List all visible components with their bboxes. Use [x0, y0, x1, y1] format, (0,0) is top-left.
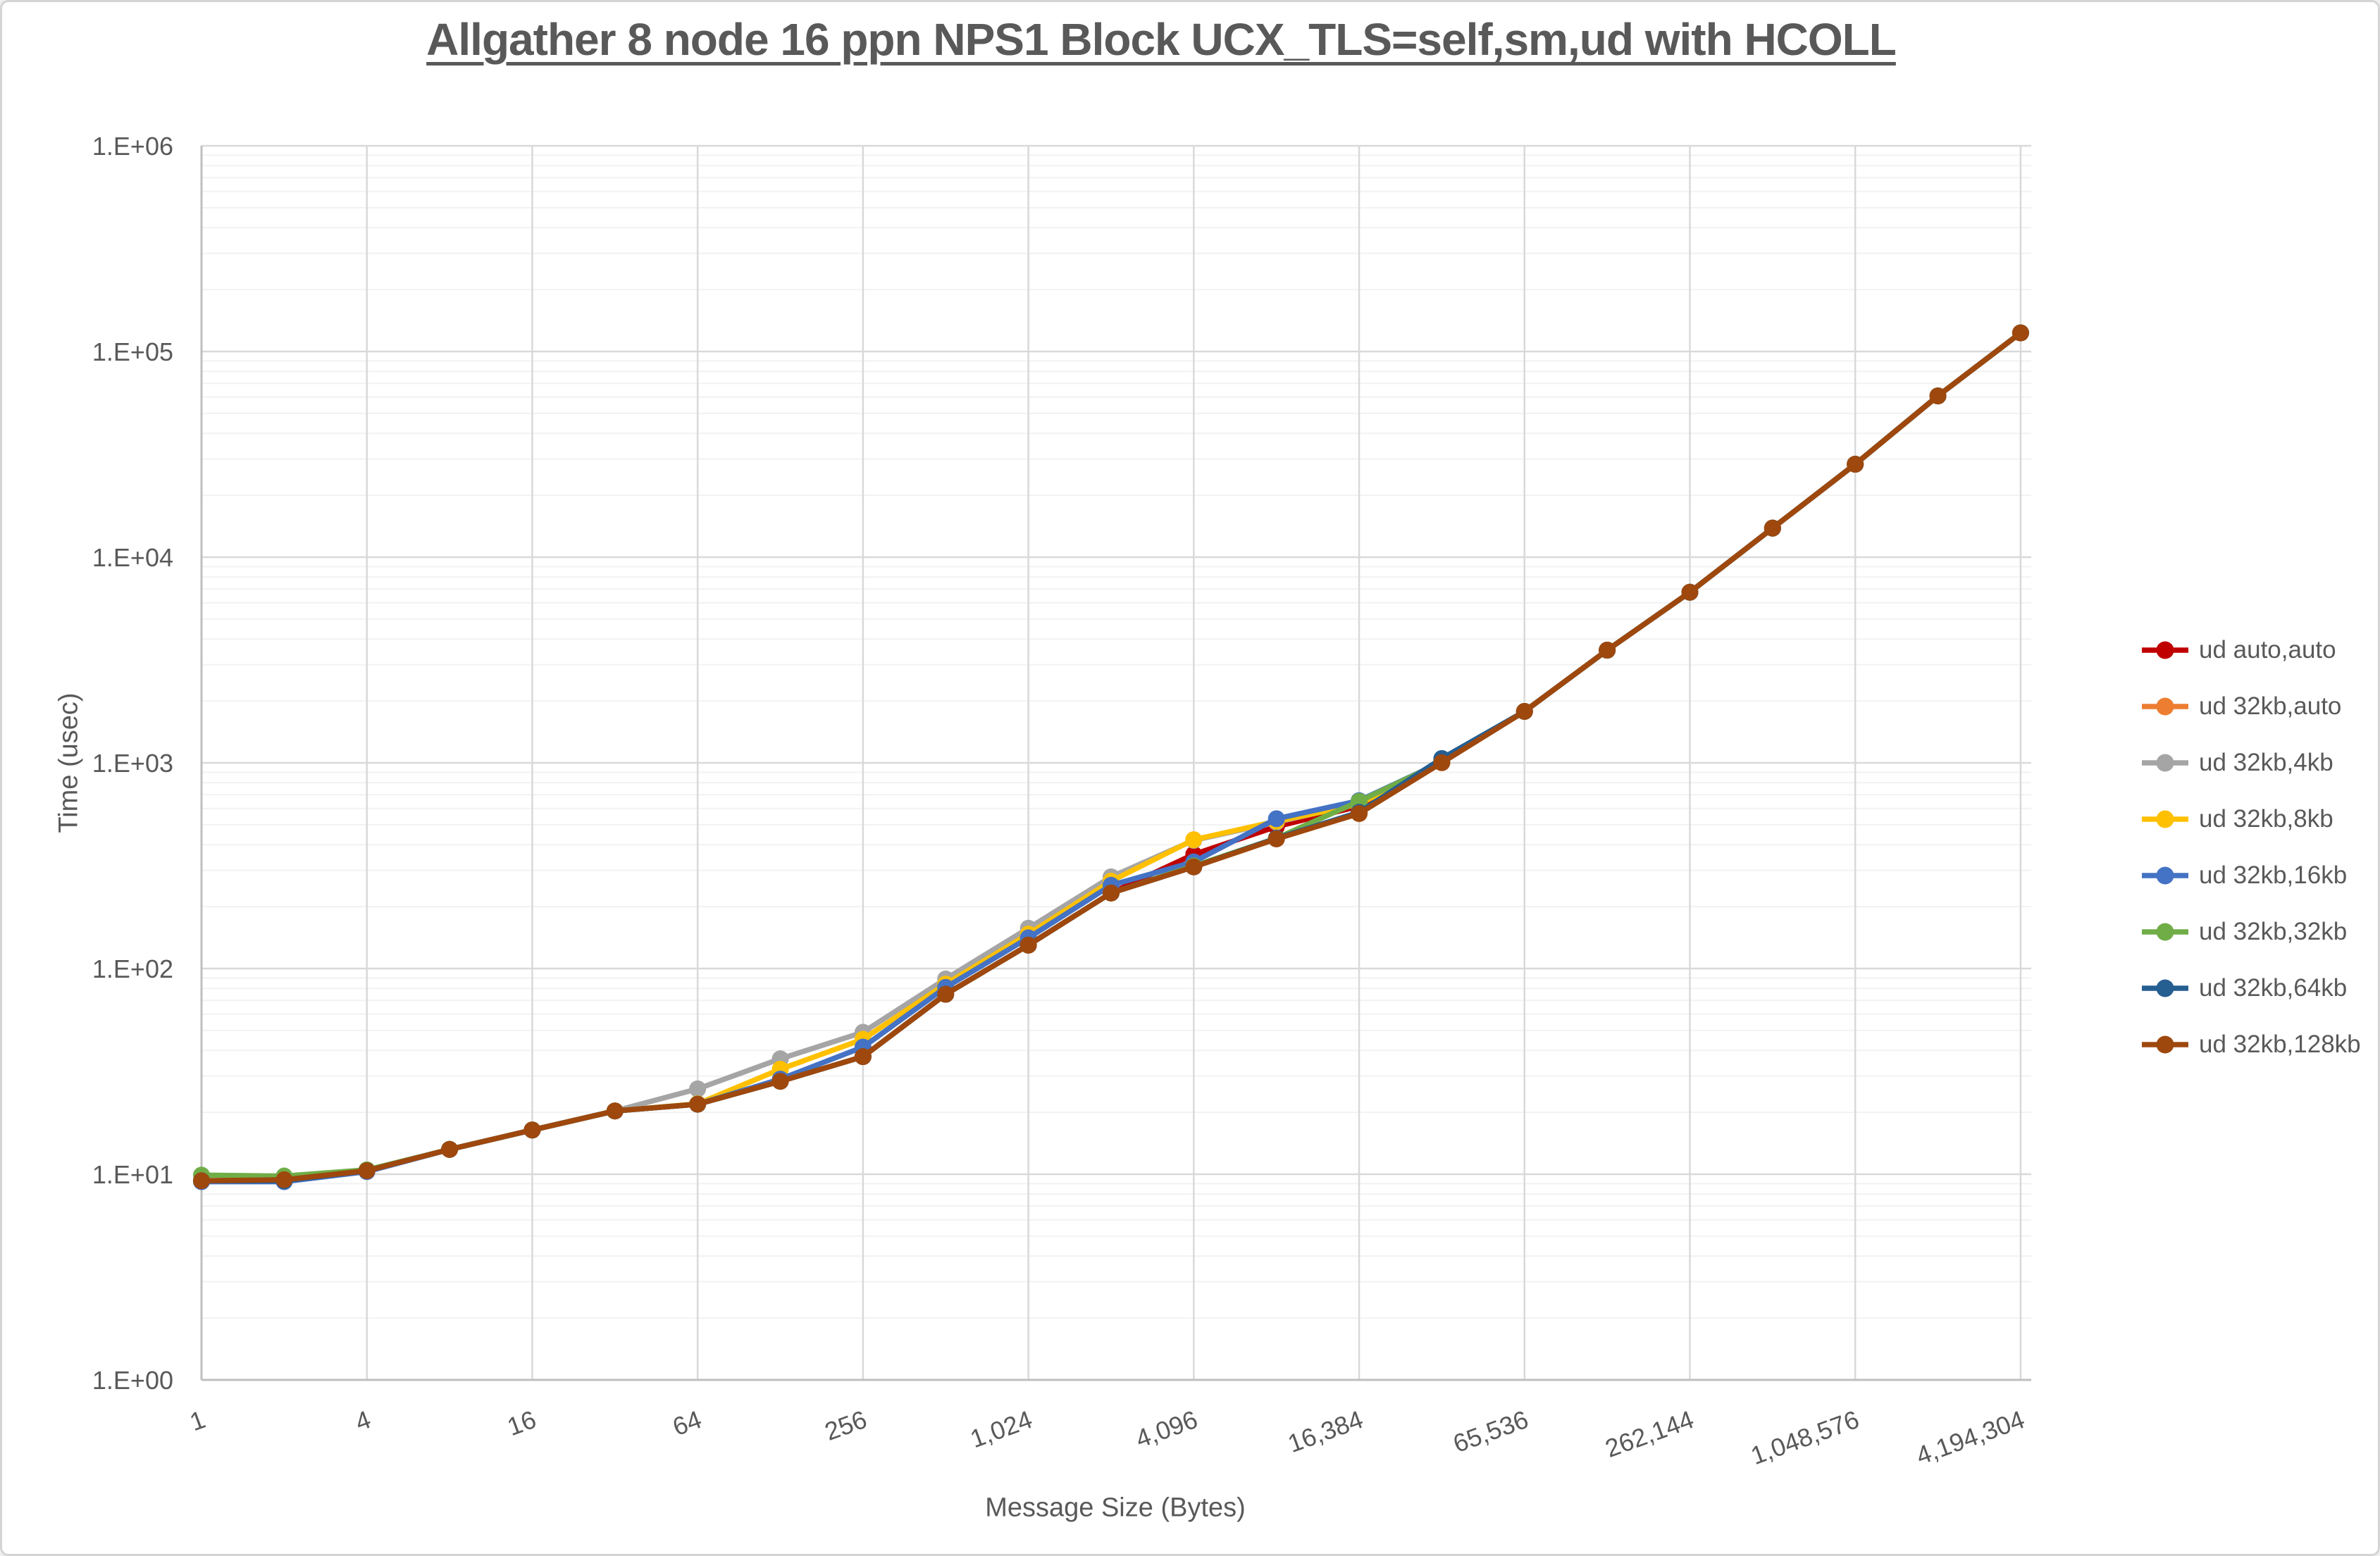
data-point-marker: [606, 1102, 624, 1120]
x-tick-label: 16: [504, 1405, 540, 1441]
data-point-marker: [275, 1171, 293, 1188]
data-point-marker: [937, 985, 955, 1003]
legend: ud auto,auto ud 32kb,auto ud 32kb,4kb ud 32…: [2142, 622, 2361, 1073]
data-point-marker: [1764, 519, 1781, 537]
series-line-ud-32kb-64kb: [199, 330, 2023, 1183]
data-point-marker: [771, 1073, 789, 1090]
series-line-ud-32kb-4kb: [199, 330, 2023, 1183]
legend-item: ud auto,auto: [2142, 622, 2361, 678]
legend-item: ud 32kb,128kb: [2142, 1016, 2361, 1073]
data-point-marker: [1681, 583, 1699, 601]
series-line-ud-32kb-128kb: [199, 330, 2023, 1183]
x-tick-label: 1: [186, 1405, 209, 1436]
data-point-marker: [1847, 456, 1864, 473]
y-tick-label: 1.E+00: [92, 1366, 173, 1395]
data-point-marker: [1268, 810, 1285, 828]
x-tick-label: 65,536: [1449, 1405, 1532, 1458]
legend-line-marker-icon: [2142, 979, 2188, 997]
legend-line-marker-icon: [2142, 923, 2188, 941]
legend-line-marker-icon: [2142, 754, 2188, 772]
legend-label: ud 32kb,16kb: [2199, 861, 2348, 889]
y-axis-title: Time (usec): [54, 692, 84, 833]
legend-item: ud 32kb,16kb: [2142, 847, 2361, 904]
data-point-marker: [358, 1162, 376, 1180]
data-point-marker: [689, 1095, 707, 1113]
data-point-marker: [1268, 830, 1285, 847]
data-point-marker: [1102, 884, 1120, 902]
x-tick-label: 4,194,304: [1912, 1405, 2028, 1470]
data-point-marker: [1185, 858, 1203, 876]
legend-line-marker-icon: [2142, 641, 2188, 659]
y-tick-label: 1.E+04: [92, 543, 173, 572]
data-point-marker: [441, 1140, 459, 1158]
x-axis-title: Message Size (Bytes): [985, 1493, 1246, 1523]
x-tick-label: 4,096: [1132, 1405, 1201, 1453]
data-point-marker: [1185, 831, 1203, 849]
data-point-marker: [193, 1172, 210, 1190]
data-point-marker: [1433, 754, 1451, 771]
legend-item: ud 32kb,32kb: [2142, 904, 2361, 960]
data-point-marker: [1599, 642, 1616, 659]
y-tick-label: 1.E+01: [92, 1160, 173, 1189]
series-line-ud-auto-auto: [199, 330, 2023, 1183]
legend-line-marker-icon: [2142, 697, 2188, 716]
legend-label: ud 32kb,32kb: [2199, 918, 2348, 945]
data-point-marker: [689, 1080, 707, 1097]
legend-label: ud 32kb,auto: [2199, 692, 2342, 720]
legend-label: ud 32kb,8kb: [2199, 805, 2333, 833]
legend-line-marker-icon: [2142, 1035, 2188, 1054]
chart-title: Allgather 8 node 16 ppn NPS1 Block UCX_T…: [426, 14, 1897, 65]
data-point-marker: [1351, 804, 1368, 822]
legend-label: ud auto,auto: [2199, 636, 2336, 664]
legend-item: ud 32kb,4kb: [2142, 735, 2361, 791]
y-tick-label: 1.E+05: [92, 337, 173, 366]
series-line-ud-32kb-8kb: [199, 330, 2023, 1183]
x-tick-label: 256: [821, 1405, 870, 1446]
x-tick-label: 16,384: [1284, 1405, 1366, 1458]
data-point-marker: [523, 1121, 541, 1139]
legend-label: ud 32kb,128kb: [2199, 1031, 2361, 1058]
y-tick-label: 1.E+06: [92, 132, 173, 161]
x-tick-label: 262,144: [1601, 1405, 1697, 1463]
series-line-ud-32kb-16kb: [199, 330, 2023, 1185]
y-tick-label: 1.E+03: [92, 749, 173, 778]
data-point-marker: [1929, 387, 1947, 405]
x-tick-label: 4: [352, 1405, 375, 1436]
legend-item: ud 32kb,8kb: [2142, 791, 2361, 847]
data-point-marker: [854, 1048, 872, 1066]
legend-label: ud 32kb,4kb: [2199, 749, 2333, 776]
legend-item: ud 32kb,auto: [2142, 678, 2361, 735]
legend-line-marker-icon: [2142, 810, 2188, 828]
data-point-marker: [1516, 702, 1533, 720]
y-tick-label: 1.E+02: [92, 954, 173, 983]
x-tick-label: 1,048,576: [1747, 1405, 1863, 1470]
series-line-ud-32kb-auto: [199, 330, 2023, 1183]
legend-item: ud 32kb,64kb: [2142, 960, 2361, 1016]
legend-label: ud 32kb,64kb: [2199, 974, 2348, 1002]
data-point-marker: [1019, 936, 1037, 954]
x-tick-label: 64: [669, 1405, 705, 1441]
legend-line-marker-icon: [2142, 866, 2188, 885]
x-tick-label: 1,024: [967, 1405, 1036, 1453]
data-point-marker: [2012, 324, 2029, 342]
